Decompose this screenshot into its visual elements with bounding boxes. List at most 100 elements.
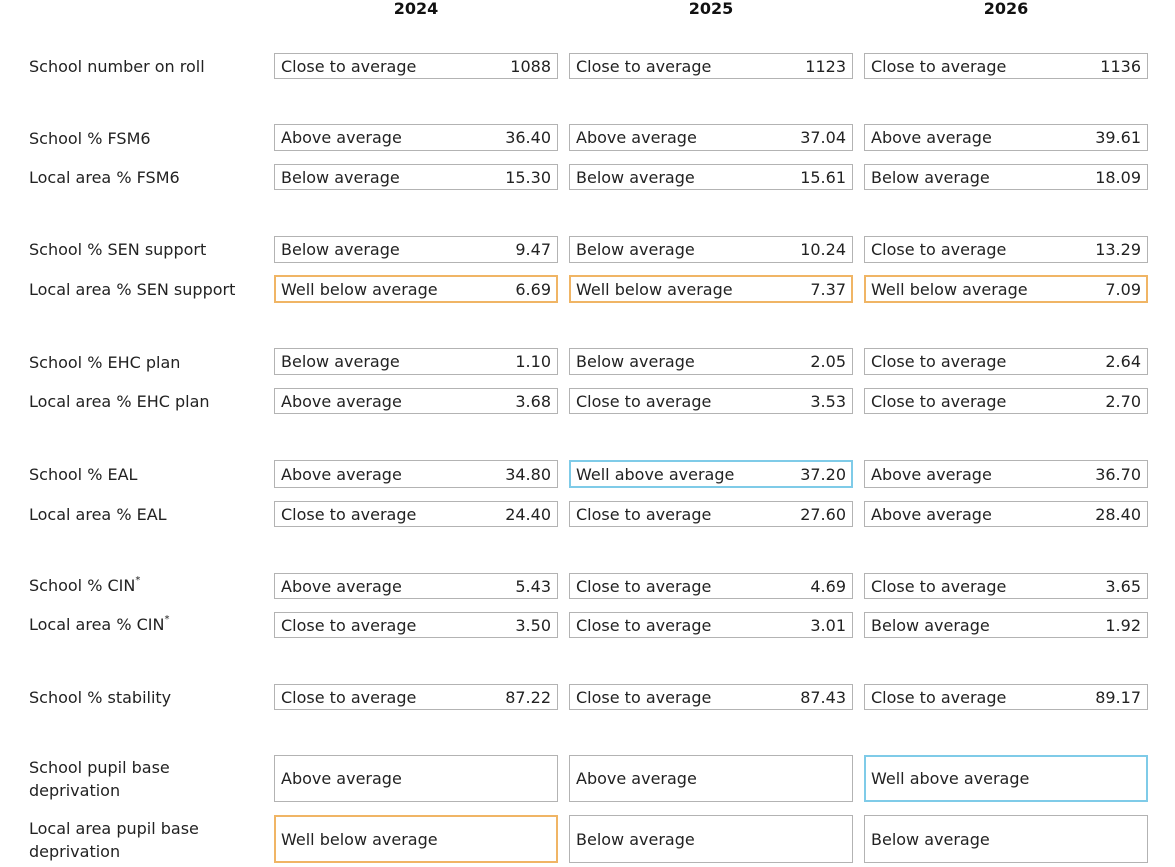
- row-label: School pupil base deprivation: [29, 756, 259, 802]
- rating-cell: Above average 28.40: [864, 501, 1148, 527]
- row-label: Local area % CIN*: [29, 613, 259, 636]
- value-text: 7.09: [1105, 279, 1141, 299]
- rating-cell: Close to average 24.40: [274, 501, 558, 527]
- value-text: 37.04: [800, 128, 846, 147]
- value-text: 87.43: [800, 687, 846, 707]
- value-text: 36.40: [505, 128, 551, 147]
- value-text: 3.50: [515, 615, 551, 635]
- rating-text: Above average: [871, 464, 992, 484]
- rating-cell: Close to average 4.69: [569, 573, 853, 599]
- row-label: Local area % FSM6: [29, 166, 259, 189]
- rating-text: Above average: [281, 128, 402, 147]
- value-text: 89.17: [1095, 687, 1141, 707]
- rating-text: Close to average: [576, 615, 712, 635]
- rating-cell: Below average 10.24: [569, 236, 853, 263]
- rating-cell: Well below average 6.69: [274, 275, 558, 303]
- rating-text: Close to average: [576, 504, 712, 524]
- value-text: 36.70: [1095, 464, 1141, 484]
- value-text: 37.20: [800, 464, 846, 484]
- rating-cell: Below average 9.47: [274, 236, 558, 263]
- row-label: Local area % EAL: [29, 503, 259, 526]
- rating-cell: Above average 5.43: [274, 573, 558, 599]
- rating-text: Well below average: [281, 279, 438, 299]
- row-label: School % EHC plan: [29, 351, 259, 374]
- rating-text: Close to average: [871, 576, 1007, 596]
- rating-text: Close to average: [281, 687, 417, 707]
- value-text: 3.68: [515, 391, 551, 411]
- rating-text: Below average: [576, 352, 695, 371]
- footnote-marker: *: [164, 613, 170, 625]
- row-label-text: School % EHC plan: [29, 353, 181, 372]
- rating-text: Below average: [576, 240, 695, 259]
- rating-cell: Close to average 1136: [864, 53, 1148, 79]
- row-label: School % CIN*: [29, 574, 259, 597]
- rating-cell: Close to average 87.22: [274, 684, 558, 710]
- value-text: 4.69: [810, 576, 846, 596]
- value-text: 1.10: [515, 352, 551, 371]
- row-label-text: Local area pupil base deprivation: [29, 819, 199, 861]
- value-text: 1088: [510, 56, 551, 76]
- rating-cell: Well below average 7.09: [864, 275, 1148, 303]
- value-text: 13.29: [1095, 240, 1141, 259]
- rating-text: Above average: [281, 391, 402, 411]
- row-label-text: Local area % EHC plan: [29, 392, 210, 411]
- rating-text: Close to average: [871, 687, 1007, 707]
- row-label: Local area % EHC plan: [29, 390, 259, 413]
- rating-text: Close to average: [871, 240, 1007, 259]
- rating-cell: Close to average 3.50: [274, 612, 558, 638]
- value-text: 3.65: [1105, 576, 1141, 596]
- rating-text: Well above average: [576, 464, 735, 484]
- rating-cell: Close to average 3.53: [569, 388, 853, 414]
- row-label: Local area % SEN support: [29, 278, 259, 301]
- rating-cell: Below average 18.09: [864, 164, 1148, 190]
- rating-cell: Close to average 3.65: [864, 573, 1148, 599]
- rating-cell: Below average: [864, 815, 1148, 863]
- rating-text: Close to average: [576, 687, 712, 707]
- rating-cell: Well above average: [864, 755, 1148, 802]
- rating-text: Well below average: [281, 829, 438, 849]
- value-text: 2.05: [810, 352, 846, 371]
- row-label-text: School % FSM6: [29, 129, 151, 148]
- year-header-2024: 2024: [393, 0, 439, 18]
- row-label-text: Local area % SEN support: [29, 280, 236, 299]
- row-label-text: School % SEN support: [29, 240, 207, 259]
- rating-cell: Above average: [274, 755, 558, 802]
- rating-text: Above average: [576, 128, 697, 147]
- year-header-2026: 2026: [983, 0, 1029, 18]
- row-label: School % FSM6: [29, 127, 259, 150]
- value-text: 7.37: [810, 279, 846, 299]
- value-text: 34.80: [505, 464, 551, 484]
- rating-text: Close to average: [576, 576, 712, 596]
- rating-text: Well below average: [576, 279, 733, 299]
- rating-cell: Below average 2.05: [569, 348, 853, 375]
- footnote-marker: *: [135, 574, 141, 586]
- rating-text: Close to average: [576, 391, 712, 411]
- rating-cell: Above average 36.40: [274, 124, 558, 151]
- rating-text: Above average: [576, 769, 697, 788]
- row-label: School % stability: [29, 686, 259, 709]
- row-label: School % SEN support: [29, 238, 259, 261]
- row-label-text: School pupil base deprivation: [29, 758, 170, 800]
- rating-text: Below average: [871, 167, 990, 187]
- rating-text: Close to average: [281, 56, 417, 76]
- value-text: 39.61: [1095, 128, 1141, 147]
- value-text: 5.43: [515, 576, 551, 596]
- row-label-text: School % EAL: [29, 465, 138, 484]
- value-text: 15.30: [505, 167, 551, 187]
- rating-cell: Below average 15.30: [274, 164, 558, 190]
- rating-cell: Close to average 1088: [274, 53, 558, 79]
- row-label: Local area pupil base deprivation: [29, 817, 259, 863]
- rating-cell: Below average 15.61: [569, 164, 853, 190]
- value-text: 15.61: [800, 167, 846, 187]
- row-label-text: Local area % FSM6: [29, 168, 180, 187]
- rating-text: Above average: [281, 769, 402, 788]
- rating-cell: Close to average 89.17: [864, 684, 1148, 710]
- rating-text: Above average: [871, 128, 992, 147]
- value-text: 28.40: [1095, 504, 1141, 524]
- value-text: 18.09: [1095, 167, 1141, 187]
- rating-text: Close to average: [281, 615, 417, 635]
- value-text: 10.24: [800, 240, 846, 259]
- rating-text: Below average: [281, 167, 400, 187]
- rating-cell: Close to average 87.43: [569, 684, 853, 710]
- rating-cell: Above average 39.61: [864, 124, 1148, 151]
